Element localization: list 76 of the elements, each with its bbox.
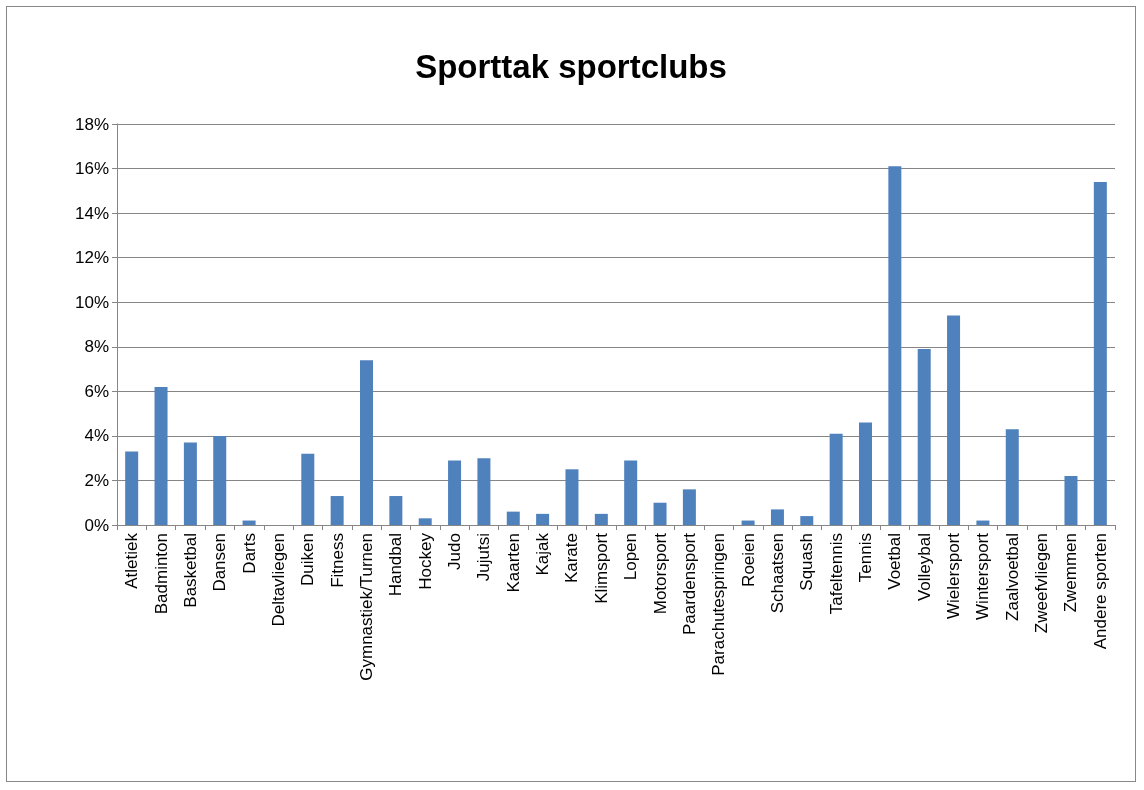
- bar: [682, 489, 696, 525]
- x-tick-label: Lopen: [621, 533, 641, 581]
- bar: [360, 360, 373, 525]
- bar: [183, 442, 197, 525]
- bar: [536, 513, 550, 525]
- x-tick-label: Judo: [445, 533, 465, 570]
- x-tick-label: Karate: [562, 533, 582, 584]
- bar: [565, 469, 579, 525]
- x-tick-label: Tafeltennis: [826, 533, 846, 615]
- y-tick-label: 6%: [84, 381, 109, 401]
- x-tick-label: Paardensport: [679, 532, 699, 636]
- bar: [859, 422, 872, 525]
- y-tick-label: 0%: [84, 515, 109, 535]
- bar: [1005, 429, 1019, 525]
- y-tick-label: 4%: [84, 426, 109, 446]
- x-tick-label: Hockey: [415, 532, 435, 590]
- bar: [242, 520, 256, 525]
- bar: [976, 520, 990, 525]
- x-tick-label: Handbal: [386, 533, 406, 597]
- x-tick-label: Gymnastiek/Turnen: [357, 533, 376, 681]
- bar: [125, 451, 139, 525]
- bar: [213, 435, 227, 525]
- x-tick-label: Zwemmen: [1061, 533, 1081, 613]
- bar: [594, 513, 608, 525]
- x-tick-label: Tennis: [856, 533, 875, 583]
- bar: [330, 496, 344, 525]
- bar: [1064, 475, 1078, 525]
- bar: [800, 516, 814, 525]
- x-tick-label: Duiken: [298, 533, 318, 586]
- x-tick-label: Schaatsen: [767, 533, 787, 614]
- x-tick-label: Kajak: [533, 532, 553, 576]
- bar: [624, 460, 638, 525]
- x-tick-label: Voetbal: [885, 533, 905, 590]
- x-tick-label: Atletiek: [122, 532, 142, 589]
- x-tick-label: Dansen: [210, 533, 230, 592]
- x-tick-label: Motorsport: [650, 532, 670, 615]
- y-tick-label: 16%: [74, 159, 109, 179]
- bar: [389, 496, 403, 525]
- bar: [477, 458, 491, 525]
- bar: [653, 502, 667, 525]
- x-tick-label: Basketbal: [180, 533, 200, 608]
- x-tick-label: Parachutespringen: [709, 533, 729, 676]
- x-tick-label: Darts: [239, 533, 259, 574]
- bar: [1093, 181, 1107, 525]
- x-tick-label: Badminton: [151, 533, 171, 615]
- bar: [506, 511, 520, 525]
- bar: [418, 518, 432, 525]
- bar: [770, 509, 784, 525]
- x-tick-label: Klimsport: [591, 532, 611, 604]
- x-tick-label: Andere sporten: [1090, 533, 1110, 650]
- x-tick-label: Wintersport: [973, 532, 993, 620]
- chart-title: Sporttak sportclubs: [415, 48, 727, 85]
- x-tick-label: Zweefvliegen: [1032, 533, 1052, 634]
- x-tick-label: Deltavliegen: [268, 533, 288, 627]
- bar: [888, 166, 902, 525]
- bar: [917, 349, 931, 525]
- x-tick-label: Fitness: [327, 533, 347, 588]
- x-tick-label: Roeien: [738, 533, 758, 587]
- y-tick-label: 10%: [74, 292, 109, 312]
- x-tick-label: Jujutsi: [474, 533, 494, 582]
- y-tick-label: 14%: [74, 203, 109, 223]
- bar: [154, 386, 168, 525]
- x-tick-label: Volleybal: [914, 533, 934, 602]
- y-tick-label: 12%: [74, 248, 109, 268]
- y-tick-label: 18%: [74, 114, 109, 134]
- x-tick-label: Kaarten: [503, 533, 523, 593]
- bar: [448, 460, 462, 525]
- y-tick-label: 2%: [84, 470, 109, 490]
- y-tick-label: 8%: [84, 337, 109, 357]
- bar: [301, 453, 315, 525]
- bar: [741, 520, 755, 525]
- x-tick-label: Squash: [797, 533, 817, 591]
- x-tick-label: Wielersport: [944, 532, 964, 619]
- bar: [947, 315, 961, 525]
- bar: [829, 433, 843, 525]
- x-tick-label: Zaalvoetbal: [1002, 533, 1022, 621]
